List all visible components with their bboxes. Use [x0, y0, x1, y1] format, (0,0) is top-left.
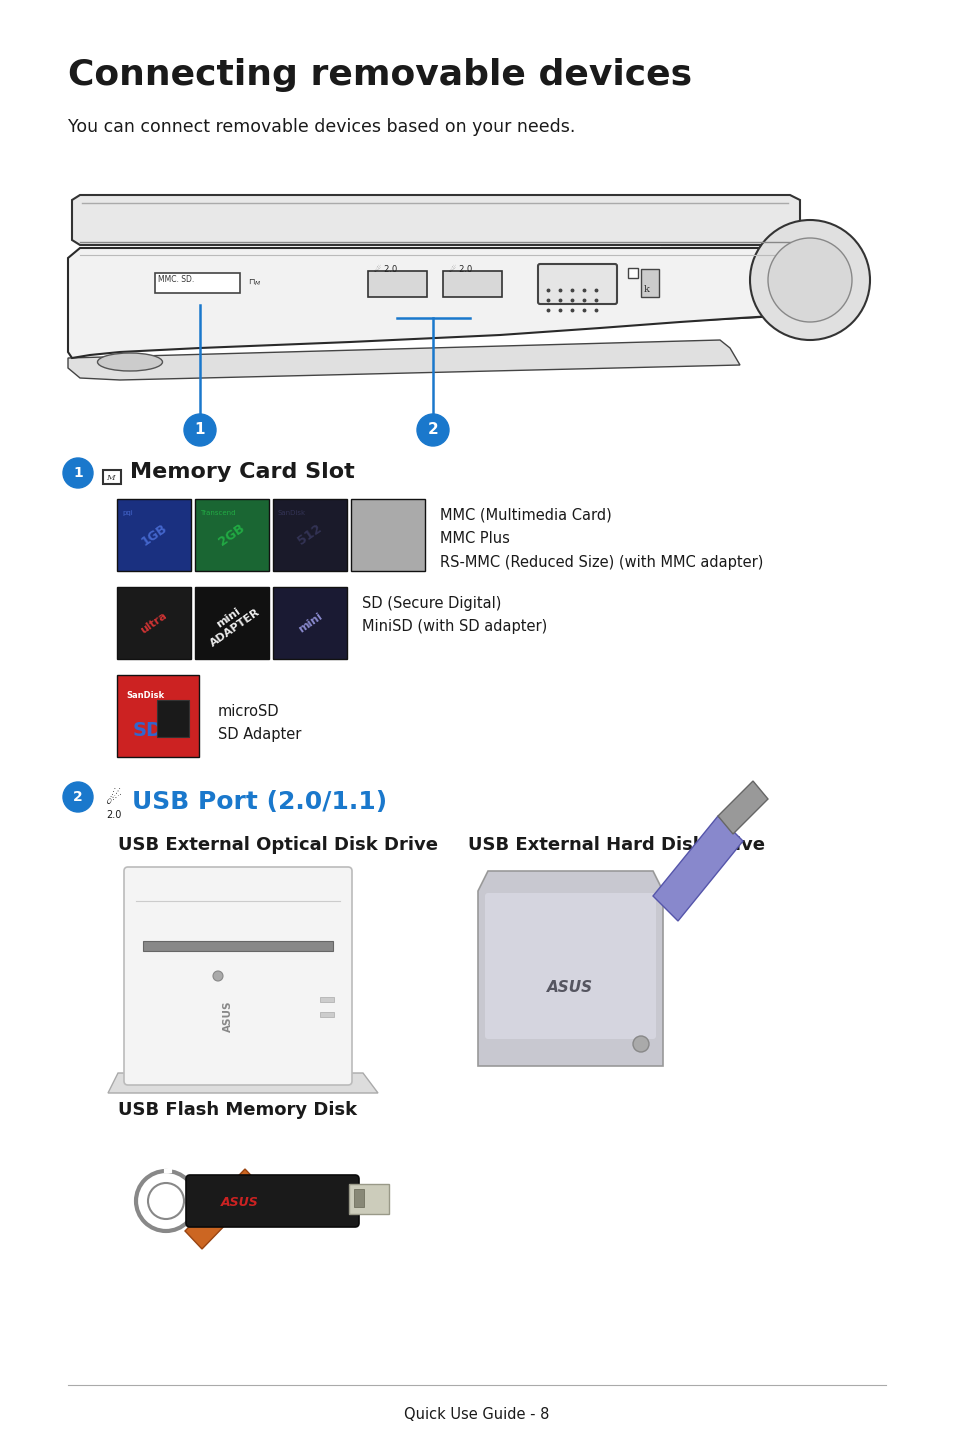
FancyBboxPatch shape [124, 867, 352, 1086]
Text: 1: 1 [73, 466, 83, 480]
Polygon shape [718, 781, 767, 834]
Text: Quick Use Guide - 8: Quick Use Guide - 8 [404, 1406, 549, 1422]
Circle shape [184, 414, 215, 446]
Text: Transcend: Transcend [200, 510, 235, 516]
Text: Memory Card Slot: Memory Card Slot [130, 462, 355, 482]
Text: SD (Secure Digital)
MiniSD (with SD adapter): SD (Secure Digital) MiniSD (with SD adap… [361, 595, 547, 634]
Text: microSD
SD Adapter: microSD SD Adapter [218, 705, 301, 742]
Ellipse shape [97, 352, 162, 371]
FancyBboxPatch shape [627, 267, 638, 278]
FancyBboxPatch shape [349, 1183, 389, 1214]
FancyBboxPatch shape [273, 499, 347, 571]
Polygon shape [108, 1073, 377, 1093]
Text: USB External Hard Disk Drive: USB External Hard Disk Drive [468, 835, 764, 854]
Text: $\sqcap_M$: $\sqcap_M$ [248, 278, 261, 289]
FancyBboxPatch shape [319, 1012, 334, 1017]
Text: USB Port (2.0/1.1): USB Port (2.0/1.1) [132, 789, 387, 814]
Text: M: M [106, 475, 114, 482]
FancyBboxPatch shape [194, 499, 269, 571]
Circle shape [148, 1183, 184, 1219]
FancyBboxPatch shape [143, 940, 333, 951]
Polygon shape [477, 871, 662, 1066]
FancyBboxPatch shape [368, 270, 427, 298]
Text: ☄: ☄ [106, 789, 122, 808]
Text: SanDisk: SanDisk [277, 510, 306, 516]
Text: 1: 1 [194, 423, 205, 437]
FancyBboxPatch shape [117, 587, 191, 659]
Text: 2.0: 2.0 [106, 810, 121, 820]
Text: 2: 2 [427, 423, 438, 437]
Text: 2: 2 [73, 789, 83, 804]
Circle shape [63, 782, 92, 812]
FancyBboxPatch shape [157, 700, 189, 738]
Circle shape [767, 239, 851, 322]
Text: 2GB: 2GB [216, 522, 247, 548]
FancyBboxPatch shape [537, 265, 617, 303]
Text: SD: SD [132, 722, 163, 741]
FancyBboxPatch shape [319, 997, 334, 1002]
Text: Connecting removable devices: Connecting removable devices [68, 58, 691, 92]
Text: USB External Optical Disk Drive: USB External Optical Disk Drive [118, 835, 437, 854]
FancyBboxPatch shape [154, 273, 240, 293]
Text: MMC. SD.: MMC. SD. [158, 275, 194, 283]
Text: ultra: ultra [139, 610, 169, 636]
Polygon shape [185, 1169, 262, 1250]
Polygon shape [71, 196, 800, 244]
FancyBboxPatch shape [186, 1175, 358, 1227]
Polygon shape [652, 815, 742, 920]
Circle shape [213, 971, 223, 981]
FancyBboxPatch shape [351, 499, 424, 571]
FancyBboxPatch shape [640, 269, 659, 298]
Text: You can connect removable devices based on your needs.: You can connect removable devices based … [68, 118, 575, 137]
FancyBboxPatch shape [484, 893, 656, 1040]
Text: mini
ADAPTER: mini ADAPTER [202, 597, 262, 649]
Text: ASUS: ASUS [223, 1001, 233, 1031]
FancyBboxPatch shape [354, 1189, 364, 1206]
Text: ☄ 2.0: ☄ 2.0 [374, 265, 396, 275]
Circle shape [749, 220, 869, 339]
FancyBboxPatch shape [117, 674, 199, 756]
Polygon shape [661, 247, 800, 322]
Text: mini: mini [295, 611, 323, 634]
FancyBboxPatch shape [273, 587, 347, 659]
Text: SanDisk: SanDisk [126, 692, 164, 700]
Polygon shape [68, 247, 800, 358]
Text: ☄ 2.0: ☄ 2.0 [449, 265, 472, 275]
Text: pqi: pqi [122, 510, 132, 516]
FancyBboxPatch shape [442, 270, 501, 298]
Text: USB Flash Memory Disk: USB Flash Memory Disk [118, 1102, 356, 1119]
Text: 512: 512 [295, 522, 324, 548]
FancyBboxPatch shape [194, 587, 269, 659]
Text: ASUS: ASUS [221, 1196, 258, 1209]
Circle shape [63, 457, 92, 487]
FancyBboxPatch shape [117, 499, 191, 571]
Text: k: k [643, 285, 649, 293]
Polygon shape [68, 339, 740, 380]
Text: ASUS: ASUS [546, 981, 593, 995]
Text: MMC (Multimedia Card)
MMC Plus
RS-MMC (Reduced Size) (with MMC adapter): MMC (Multimedia Card) MMC Plus RS-MMC (R… [439, 508, 762, 569]
Circle shape [416, 414, 449, 446]
Circle shape [633, 1035, 648, 1053]
Text: 1GB: 1GB [138, 522, 170, 548]
FancyBboxPatch shape [103, 470, 121, 485]
